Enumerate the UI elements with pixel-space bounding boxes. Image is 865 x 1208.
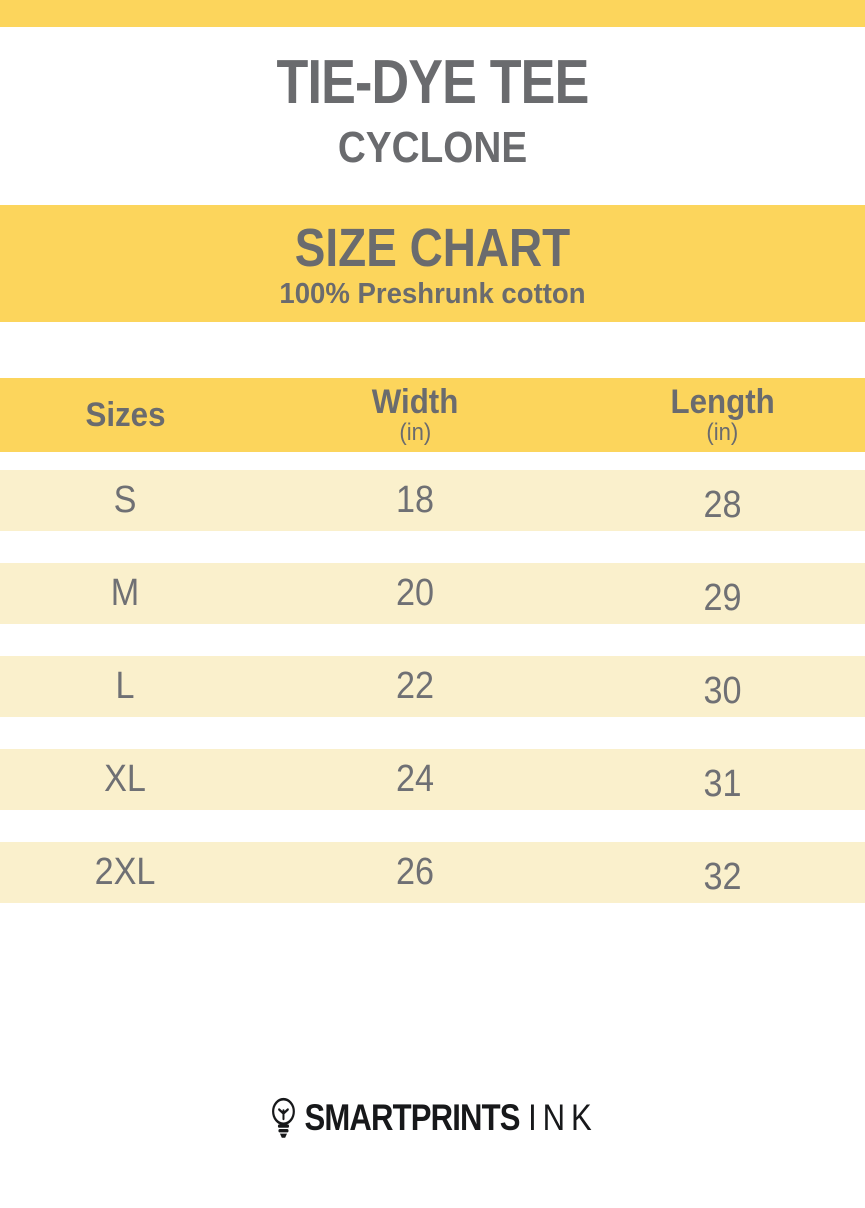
column-header-length: Length (in) [580, 378, 865, 452]
banner-heading: SIZE CHART [294, 218, 571, 278]
column-header-length-label: Length [670, 383, 775, 421]
table-row: M 20 29 [0, 563, 865, 624]
width-cell: 20 [395, 572, 435, 614]
width-cell: 18 [395, 479, 435, 521]
size-cell: M [110, 572, 140, 614]
page-title: TIE-DYE TEE [276, 48, 590, 117]
page-subtitle: CYCLONE [337, 123, 528, 172]
width-cell: 24 [395, 758, 435, 800]
length-cell: 28 [703, 484, 742, 526]
width-cell: 22 [395, 665, 435, 707]
table-row: 2XL 26 32 [0, 842, 865, 903]
top-accent-bar [0, 0, 865, 27]
length-cell: 29 [703, 577, 742, 619]
table-row: XL 24 31 [0, 749, 865, 810]
column-header-width-unit: (in) [399, 419, 431, 446]
length-cell: 32 [703, 856, 742, 898]
brand-name-light: INK [527, 1097, 598, 1138]
column-header-sizes: Sizes [0, 378, 250, 452]
size-cell: L [115, 665, 135, 707]
size-cell: S [113, 479, 137, 521]
table-header-row: Sizes Width (in) Length (in) [0, 378, 865, 452]
column-header-length-unit: (in) [706, 419, 739, 446]
table-row: S 18 28 [0, 470, 865, 531]
brand-name-bold: SMARTPRINTS [304, 1097, 520, 1138]
table-row: L 22 30 [0, 656, 865, 717]
width-cell: 26 [395, 851, 435, 893]
length-cell: 30 [703, 670, 742, 712]
brand-logo: SMARTPRINTS INK [268, 1096, 597, 1140]
column-header-sizes-label: Sizes [84, 396, 165, 434]
lightbulb-icon [271, 1097, 295, 1138]
size-chart-banner: SIZE CHART 100% Preshrunk cotton [0, 205, 865, 322]
column-header-width: Width (in) [250, 378, 580, 452]
size-cell: XL [104, 758, 146, 800]
length-cell: 31 [703, 763, 742, 805]
size-cell: 2XL [94, 851, 156, 893]
banner-subheading: 100% Preshrunk cotton [279, 278, 586, 310]
brand-footer: SMARTPRINTS INK [0, 1096, 865, 1140]
column-header-width-label: Width [371, 383, 459, 421]
